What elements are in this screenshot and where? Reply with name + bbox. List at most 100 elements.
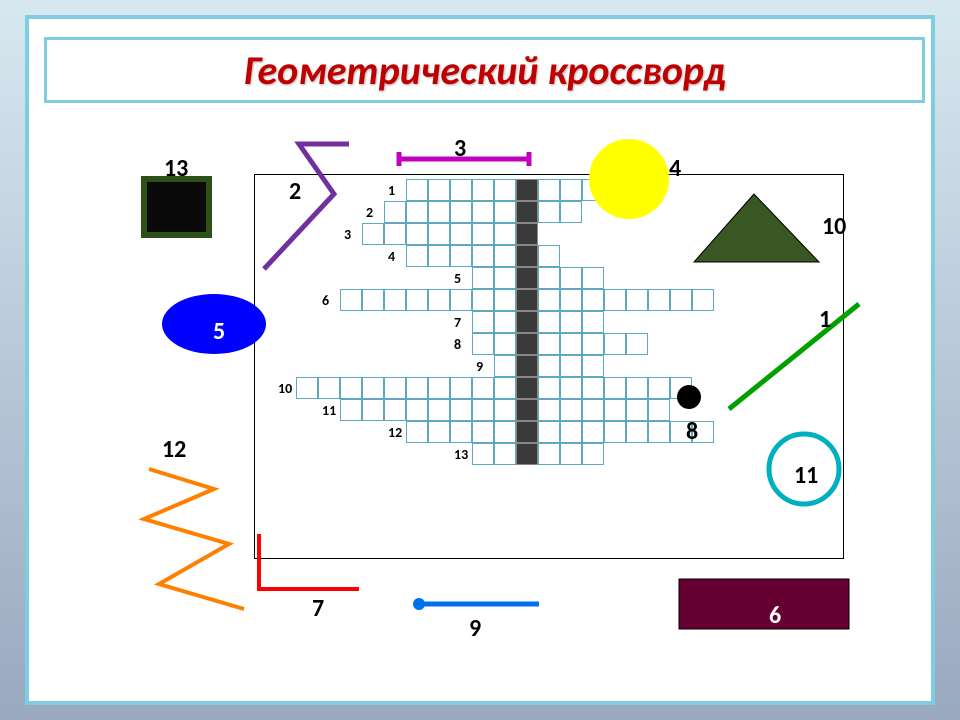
crossword-cell	[450, 245, 472, 267]
crossword-cell	[626, 399, 648, 421]
crossword-cell	[582, 355, 604, 377]
crossword-cell	[648, 377, 670, 399]
row-label: 12	[388, 424, 402, 441]
crossword-cell	[494, 267, 516, 289]
crossword-cell	[538, 399, 560, 421]
crossword-cell	[406, 223, 428, 245]
crossword-cell	[406, 289, 428, 311]
row-label: 9	[476, 358, 483, 375]
clue-number: 9	[469, 614, 481, 643]
crossword-cell	[516, 355, 538, 377]
row-label: 7	[454, 314, 461, 331]
clue-number: 6	[769, 601, 781, 630]
crossword-cell	[494, 377, 516, 399]
crossword-cell	[648, 421, 670, 443]
crossword-cell	[538, 201, 560, 223]
crossword-cell	[406, 377, 428, 399]
clue-number: 11	[794, 461, 818, 490]
crossword-cell	[538, 245, 560, 267]
crossword-cell	[604, 399, 626, 421]
crossword-cell	[494, 289, 516, 311]
crossword-cell	[472, 311, 494, 333]
crossword-cell	[626, 377, 648, 399]
row-label: 1	[388, 182, 395, 199]
crossword-cell	[472, 201, 494, 223]
crossword-cell	[626, 421, 648, 443]
crossword-cell	[516, 179, 538, 201]
row-label: 4	[388, 248, 395, 265]
clue-number: 8	[686, 417, 698, 446]
crossword-cell	[362, 377, 384, 399]
crossword-cell	[560, 399, 582, 421]
crossword-cell	[516, 289, 538, 311]
crossword-cell	[516, 201, 538, 223]
crossword-cell	[516, 333, 538, 355]
crossword-cell	[450, 179, 472, 201]
crossword-cell	[582, 399, 604, 421]
crossword-cell	[560, 377, 582, 399]
slide-frame: Геометрический кроссворд 123456789101112…	[25, 15, 935, 705]
crossword-cell	[516, 311, 538, 333]
crossword-cell	[494, 399, 516, 421]
crossword-cell	[494, 421, 516, 443]
crossword-cell	[428, 399, 450, 421]
crossword-cell	[362, 223, 384, 245]
crossword-cell	[472, 223, 494, 245]
crossword-cell	[406, 421, 428, 443]
crossword-cell	[560, 179, 582, 201]
crossword-cell	[604, 421, 626, 443]
clue-number: 10	[822, 212, 846, 241]
crossword-cell	[428, 421, 450, 443]
crossword-cell	[560, 289, 582, 311]
crossword-cell	[450, 289, 472, 311]
crossword-cell	[406, 245, 428, 267]
crossword-cell	[472, 267, 494, 289]
row-label: 2	[366, 204, 373, 221]
crossword-cell	[384, 377, 406, 399]
clue-number: 4	[669, 154, 681, 183]
crossword-cell	[626, 333, 648, 355]
crossword-cell	[450, 399, 472, 421]
crossword-cell	[560, 311, 582, 333]
crossword-cell	[494, 245, 516, 267]
crossword-cell	[692, 289, 714, 311]
crossword-cell	[406, 179, 428, 201]
crossword-cell	[560, 201, 582, 223]
crossword-cell	[428, 201, 450, 223]
crossword-cell	[604, 333, 626, 355]
crossword-cell	[494, 179, 516, 201]
crossword-cell	[384, 289, 406, 311]
crossword-cell	[670, 289, 692, 311]
crossword-cell	[582, 289, 604, 311]
crossword-cell	[472, 245, 494, 267]
crossword-cell	[582, 267, 604, 289]
crossword-cell	[384, 223, 406, 245]
crossword-cell	[494, 201, 516, 223]
crossword-cell	[494, 311, 516, 333]
crossword-cell	[472, 179, 494, 201]
crossword-cell	[428, 377, 450, 399]
row-label: 3	[344, 226, 351, 243]
crossword-cell	[538, 355, 560, 377]
crossword-cell	[516, 267, 538, 289]
crossword-cell	[428, 223, 450, 245]
clue-number: 12	[162, 435, 186, 464]
crossword-cell	[516, 399, 538, 421]
crossword-cell	[384, 399, 406, 421]
crossword-cell	[340, 289, 362, 311]
crossword-cell	[494, 223, 516, 245]
rectangle-icon	[679, 579, 849, 629]
crossword-cell	[516, 443, 538, 465]
crossword-cell	[450, 201, 472, 223]
crossword-cell	[582, 333, 604, 355]
crossword-cell	[472, 399, 494, 421]
crossword-cell	[538, 311, 560, 333]
crossword-cell	[516, 223, 538, 245]
crossword-cell	[560, 333, 582, 355]
crossword-cell	[450, 421, 472, 443]
crossword-cell	[604, 377, 626, 399]
crossword-cell	[582, 311, 604, 333]
crossword-cell	[494, 355, 516, 377]
ray-origin-icon	[413, 598, 425, 610]
crossword-cell	[428, 289, 450, 311]
